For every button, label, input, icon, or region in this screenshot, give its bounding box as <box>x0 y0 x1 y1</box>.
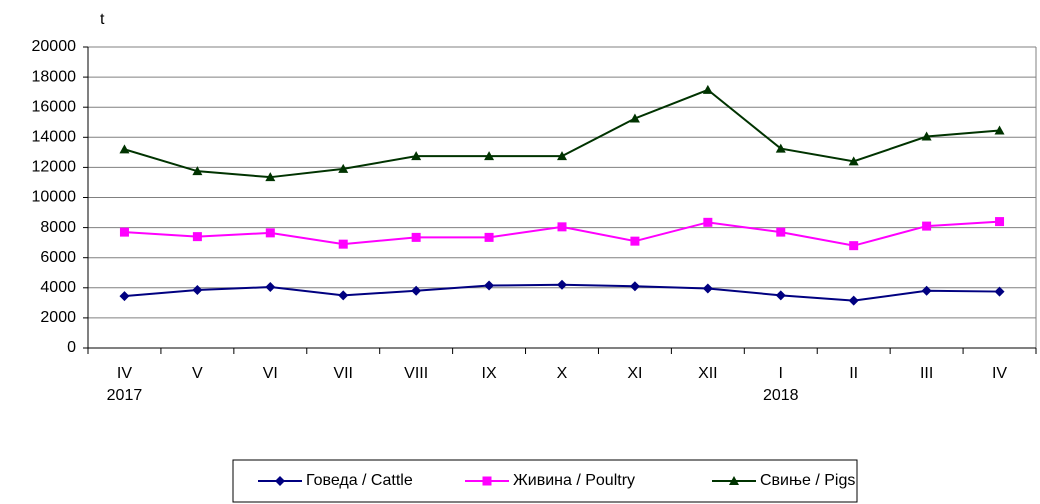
x-tick-label: VIII <box>404 365 428 382</box>
y-tick-label: 14000 <box>32 129 77 146</box>
x-tick-label: XII <box>698 365 718 382</box>
marker <box>119 291 130 302</box>
marker <box>776 227 786 237</box>
marker <box>629 113 640 123</box>
x-tick-label: III <box>920 365 933 382</box>
y-tick-label: 20000 <box>32 38 77 55</box>
x-tick-label: VII <box>333 365 353 382</box>
marker <box>848 156 859 166</box>
marker <box>995 217 1005 227</box>
year-label: 2018 <box>763 387 799 404</box>
y-tick-label: 12000 <box>32 159 77 176</box>
marker <box>702 283 713 294</box>
series-line <box>124 88 1000 179</box>
marker <box>630 236 640 246</box>
marker <box>119 227 129 237</box>
x-tick-label: IV <box>992 365 1007 382</box>
marker <box>338 239 348 249</box>
marker <box>775 290 786 301</box>
y-tick-label: 6000 <box>40 249 76 266</box>
x-tick-label: V <box>192 365 203 382</box>
marker <box>275 476 285 486</box>
x-tick-label: IV <box>117 365 132 382</box>
marker <box>265 282 276 293</box>
marker <box>729 476 739 485</box>
marker <box>702 84 713 94</box>
y-tick-label: 10000 <box>32 189 77 206</box>
legend-item: Живина / Poultry <box>465 472 635 489</box>
marker <box>557 151 567 161</box>
y-tick-label: 0 <box>67 339 76 356</box>
legend-label: Живина / Poultry <box>513 472 635 489</box>
marker <box>629 281 640 292</box>
y-tick-label: 16000 <box>32 98 77 115</box>
legend-label: Свиње / Pigs <box>760 472 855 489</box>
marker <box>265 228 275 238</box>
marker <box>994 286 1005 297</box>
marker <box>192 232 202 242</box>
y-tick-label: 8000 <box>40 219 76 236</box>
marker <box>921 285 932 296</box>
marker <box>265 172 276 182</box>
legend-label: Говеда / Cattle <box>306 472 413 489</box>
marker <box>557 279 567 290</box>
x-tick-label: VI <box>263 365 278 382</box>
x-tick-label: X <box>557 365 568 382</box>
marker <box>484 151 495 161</box>
marker <box>921 131 932 141</box>
marker <box>849 241 859 251</box>
marker <box>557 222 567 232</box>
marker <box>411 285 422 296</box>
legend-item: Свиње / Pigs <box>712 472 855 489</box>
marker <box>922 221 932 231</box>
marker <box>484 232 494 242</box>
x-tick-label: I <box>779 365 783 382</box>
marker <box>119 144 130 154</box>
year-label: 2017 <box>107 387 143 404</box>
marker <box>411 232 421 242</box>
y-axis-label: t <box>100 11 105 28</box>
y-tick-label: 18000 <box>32 68 77 85</box>
marker <box>703 217 713 227</box>
legend-item: Говеда / Cattle <box>258 472 413 489</box>
y-tick-label: 4000 <box>40 279 76 296</box>
marker <box>848 295 859 306</box>
x-tick-label: II <box>849 365 858 382</box>
marker <box>411 151 422 161</box>
marker <box>775 143 786 153</box>
marker <box>338 290 349 301</box>
x-tick-label: IX <box>482 365 497 382</box>
marker <box>192 285 203 296</box>
marker <box>484 280 495 291</box>
marker <box>482 476 492 486</box>
marker <box>192 166 203 176</box>
y-tick-label: 2000 <box>40 309 76 326</box>
marker <box>994 125 1005 135</box>
marker <box>338 163 349 173</box>
x-tick-label: XI <box>627 365 642 382</box>
